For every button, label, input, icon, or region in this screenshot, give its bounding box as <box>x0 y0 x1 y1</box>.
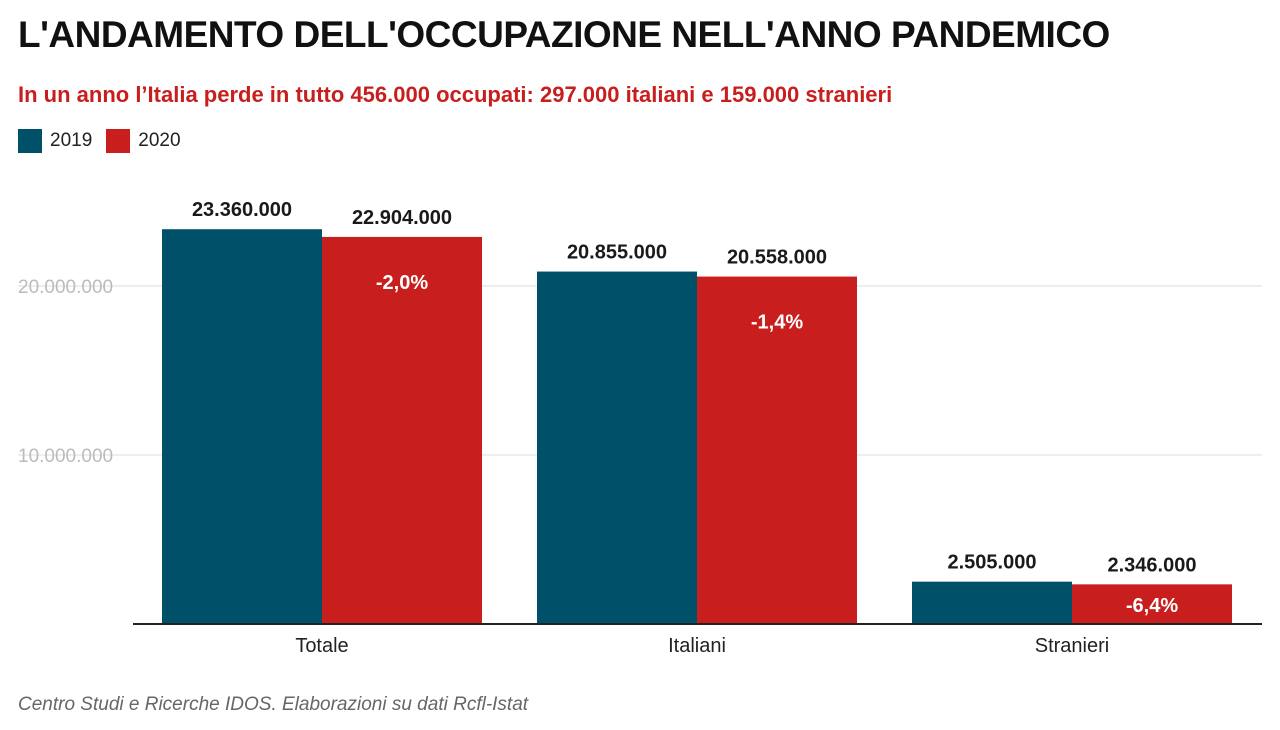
x-tick-label: Stranieri <box>1035 635 1109 657</box>
bar-value-label: 2.505.000 <box>948 552 1037 574</box>
bar-value-label: 22.904.000 <box>352 207 452 229</box>
bar-change-label: -6,4% <box>1126 595 1178 617</box>
bar-change-label: -1,4% <box>751 312 803 334</box>
y-tick-label: 10.000.000 <box>18 446 113 467</box>
bar <box>912 582 1072 624</box>
bar-value-label: 23.360.000 <box>192 199 292 221</box>
y-tick-label: 20.000.000 <box>18 277 113 298</box>
bar-value-label: 20.855.000 <box>567 242 667 264</box>
x-tick-label: Italiani <box>668 635 726 657</box>
bar <box>322 237 482 624</box>
x-tick-label: Totale <box>295 635 348 657</box>
source-note: Centro Studi e Ricerche IDOS. Elaborazio… <box>18 694 528 716</box>
bar-value-label: 2.346.000 <box>1108 554 1197 576</box>
bar-change-label: -2,0% <box>376 272 428 294</box>
bar <box>537 272 697 624</box>
bar <box>162 229 322 624</box>
bar-value-label: 20.558.000 <box>727 247 827 269</box>
